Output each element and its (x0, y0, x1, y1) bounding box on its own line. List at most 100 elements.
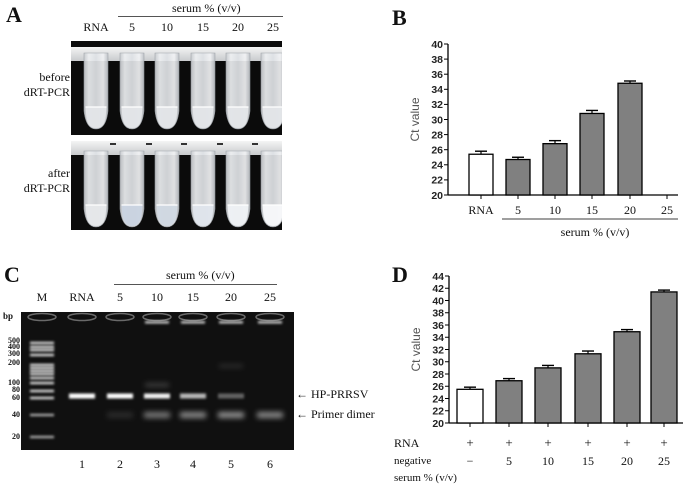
x-tick-label: RNA (468, 203, 494, 217)
panel-b-chart: 20 22 24 26 28 30 32 34 36 38 40 Ct value RNA 5 10 15 20… (408, 39, 678, 239)
y-tick-label: 34 (432, 332, 444, 344)
column-header: 15 (197, 20, 209, 34)
y-tick-label: 32 (432, 344, 444, 356)
bar (613, 331, 641, 424)
marker-size-label: 20 (12, 432, 20, 441)
rna-plus-cell: + (544, 435, 552, 450)
y-tick-label: 38 (432, 308, 444, 320)
tube (260, 150, 282, 228)
panel-c-lane-headers: M RNA 5 10 15 20 25 (0, 290, 300, 306)
bar (574, 353, 602, 424)
y-tick-label: 26 (431, 145, 443, 157)
annotation-hp-prrsv: ← HP-PRRSV (296, 387, 368, 402)
y-tick-label: 24 (432, 393, 444, 405)
row-label-line: dRT-PCR (23, 181, 70, 195)
column-header: 10 (161, 20, 173, 34)
bar (456, 388, 484, 424)
x-tick-label: 10 (549, 203, 561, 217)
y-tick-label: 30 (431, 114, 443, 126)
tube (225, 150, 251, 228)
bar (505, 158, 531, 196)
lane-header: M (36, 290, 48, 304)
serum-percent-cell: 25 (658, 454, 670, 468)
y-tick-label: 32 (431, 99, 443, 111)
arrow-left-icon: ← (296, 407, 308, 421)
marker-size-label: 200 (8, 358, 20, 367)
serum-percent-cell: 15 (582, 454, 594, 468)
marker-size-label: 300 (8, 349, 20, 358)
lane-header: 10 (151, 290, 163, 304)
marker-size-label: 100 (8, 378, 20, 387)
marker-size-label: 80 (12, 385, 20, 394)
row-label-line: before (39, 70, 70, 84)
column-header: 5 (129, 20, 135, 34)
bar (495, 380, 523, 424)
x-tick-label: 20 (624, 203, 636, 217)
rna-plus-cell: + (623, 435, 631, 450)
marker-size-labels: 500 400 300 200 100 80 60 40 20 (0, 310, 22, 450)
panel-a-letter: A (6, 2, 22, 27)
tube (190, 150, 216, 228)
rna-plus-cell: + (505, 435, 513, 450)
x-tick-label: 25 (661, 203, 673, 217)
bar (617, 82, 643, 196)
bar (542, 143, 568, 196)
tube (154, 150, 180, 228)
y-tick-label: 38 (431, 54, 443, 66)
y-tick-label: 20 (432, 418, 444, 430)
y-tick-label: 36 (432, 320, 444, 332)
y-tick-label: 34 (431, 84, 443, 96)
lane-number: 1 (79, 457, 85, 471)
tube (119, 150, 145, 228)
bar (650, 291, 678, 424)
panel-a-row-label-after: after dRT-PCR (20, 166, 70, 196)
y-tick-label: 28 (431, 129, 443, 141)
panel-d-letter: D (392, 262, 408, 287)
rna-plus-cell: + (466, 435, 474, 450)
serum-percent-cell: 5 (506, 454, 512, 468)
column-header: RNA (83, 20, 109, 34)
y-axis-label: Ct value (408, 97, 422, 141)
lane-header: 25 (264, 290, 276, 304)
lane-header: 5 (117, 290, 123, 304)
tube (190, 52, 216, 130)
tube (83, 150, 109, 228)
y-tick-label: 30 (432, 357, 444, 369)
lane-number: 5 (228, 457, 234, 471)
panel-b-letter: B (392, 5, 407, 30)
y-tick-label: 24 (431, 160, 443, 172)
serum-percent-cell: − (466, 454, 474, 468)
bar (534, 367, 562, 424)
row-label-line: dRT-PCR (23, 85, 70, 99)
lane-number: 3 (154, 457, 160, 471)
panel-c-group-label: serum % (v/v) (166, 268, 235, 282)
lane-number: 4 (190, 457, 196, 471)
row-label-line: after (48, 166, 70, 180)
arrow-left-icon: ← (296, 387, 308, 401)
panel-c-letter: C (4, 262, 20, 287)
lane-header: 15 (187, 290, 199, 304)
marker-size-label: 60 (12, 393, 20, 402)
panel-a-group-label: serum % (v/v) (172, 1, 241, 15)
annotation-primer-dimer: ← Primer dimer (296, 407, 375, 422)
photo-after (71, 141, 282, 230)
y-tick-label: 28 (432, 369, 444, 381)
y-axis-label: Ct value (409, 327, 423, 371)
panel-a-tube-photos (71, 41, 282, 230)
y-tick-label: 22 (432, 406, 444, 418)
gel-image (21, 312, 294, 450)
bp-label: bp (3, 311, 14, 321)
panel-a-row-label-before: before dRT-PCR (20, 70, 70, 100)
panel-c-lane-numbers: 1 2 3 4 5 6 (0, 457, 300, 473)
panel-d-serum-row: −5 10 15 20 25 (0, 454, 685, 470)
tube (260, 52, 282, 130)
lane-header: 20 (225, 290, 237, 304)
tube (225, 52, 251, 130)
marker-size-label: 500 (8, 336, 20, 345)
x-tick-label: 5 (515, 203, 521, 217)
y-tick-label: 44 (432, 271, 444, 283)
y-tick-label: 26 (432, 381, 444, 393)
y-tick-label: 40 (432, 295, 444, 307)
photo-before (71, 41, 282, 135)
